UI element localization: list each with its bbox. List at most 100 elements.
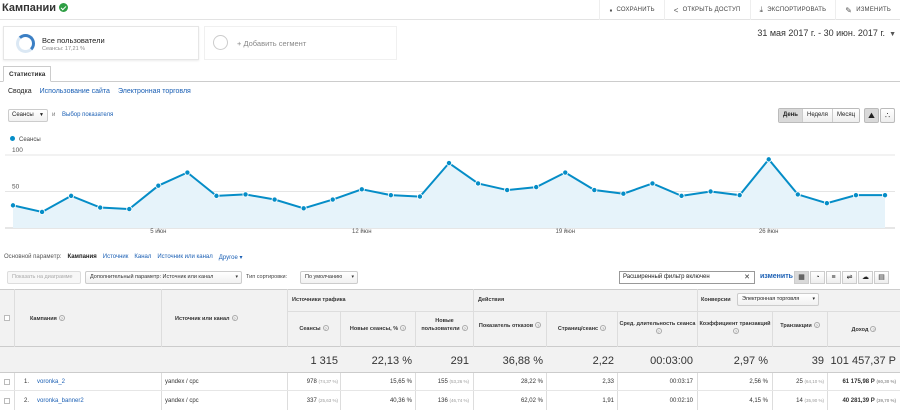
sessions-chart[interactable]: 50 100 5 июн 12 июн 19 июн 26 июн (0, 128, 900, 240)
pick-metric-link[interactable]: Выбор показателя (62, 112, 114, 118)
add-segment-button[interactable]: + Добавить сегмент (204, 26, 397, 60)
and-label: и (52, 112, 56, 118)
total-new-users: 291 (450, 355, 469, 367)
data-table-icon[interactable]: ▦ (794, 271, 809, 284)
cell-avg-duration: 00:03:17 (669, 379, 693, 385)
export-button[interactable]: ⤓ ЭКСПОРТИРОВАТЬ (749, 0, 836, 20)
header-new-users[interactable]: Новые пользователи? (421, 318, 468, 332)
group-actions: Действия (478, 297, 505, 303)
metric-select[interactable]: Сеансы ▼ (8, 109, 48, 122)
data-point (39, 208, 46, 215)
chevron-down-icon: ▼ (889, 31, 896, 38)
data-point (9, 202, 16, 209)
segment-name: Все пользователи (42, 36, 105, 45)
data-point (416, 193, 423, 200)
clear-filter-icon[interactable]: ✕ (744, 274, 750, 281)
header-bounce-rate[interactable]: Показатель отказов? (478, 322, 542, 329)
subtab-summary[interactable]: Сводка (8, 88, 32, 95)
segment-all-users[interactable]: Все пользователи Сеансы: 17,21 % (3, 26, 199, 60)
source-medium-link[interactable]: yandex / cpc (165, 398, 199, 404)
segment-share: Сеансы: 17,21 % (42, 46, 86, 52)
subtab-site-usage[interactable]: Использование сайта (39, 88, 110, 95)
data-point (504, 187, 511, 194)
change-filter-link[interactable]: изменить (760, 273, 793, 280)
x-tick-label: 19 июн (556, 229, 576, 235)
row-checkbox[interactable] (4, 398, 10, 404)
campaign-link-text[interactable]: voronka_banner2 (37, 398, 84, 404)
y-tick-label: 100 (12, 147, 23, 154)
header-pages-per-session[interactable]: Страниц/сеанс? (557, 325, 607, 332)
sort-type-label: Тип сортировки: (246, 274, 288, 280)
data-point (649, 180, 656, 187)
save-icon: ▪ (609, 5, 613, 15)
select-all-checkbox[interactable] (4, 315, 10, 321)
dimension-campaign[interactable]: Кампания (67, 254, 97, 260)
cell-transactions: 14 (35,90 %) (796, 398, 824, 404)
data-point (794, 191, 801, 198)
cell-new-users: 136 (46,74 %) (437, 398, 469, 404)
data-point (852, 192, 859, 199)
row-checkbox[interactable] (4, 379, 10, 385)
dimension-source[interactable]: Источник (102, 254, 129, 260)
total-bounce-rate: 36,88 % (502, 355, 543, 367)
help-icon: ? (600, 325, 607, 331)
dimension-other[interactable]: Другое ▾ (218, 255, 243, 261)
header-new-sessions[interactable]: Новые сеансы, %? (349, 325, 407, 332)
data-point (271, 196, 278, 203)
x-tick-label: 12 июн (352, 229, 372, 235)
sort-type-select[interactable]: По умолчанию (300, 271, 358, 284)
tab-statistics[interactable]: Статистика (3, 66, 52, 82)
data-point (620, 190, 627, 197)
dimension-source-medium[interactable]: Источник или канал (157, 254, 213, 260)
header-revenue[interactable]: Доход? (851, 326, 877, 333)
campaign-link[interactable]: voronka_2 (37, 379, 65, 385)
motion-chart-icon[interactable]: ∴ (880, 108, 895, 123)
header-campaign[interactable]: Кампания? (30, 315, 65, 322)
edit-button[interactable]: ✎ ИЗМЕНИТЬ (835, 0, 900, 20)
campaign-link-text[interactable]: voronka_2 (37, 379, 66, 385)
date-range-picker[interactable]: 31 мая 2017 г. - 30 июн. 2017 г. ▼ (757, 28, 896, 38)
pivot-icon[interactable]: ▤ (874, 271, 889, 284)
share-button[interactable]: < ОТКРЫТЬ ДОСТУП (663, 0, 750, 20)
help-icon: ? (870, 326, 877, 332)
pie-chart-icon[interactable]: ◔ (810, 271, 825, 284)
dimension-channel[interactable]: Канал (134, 254, 152, 260)
advanced-filter-input[interactable]: Расширенный фильтр включен ✕ (619, 271, 755, 284)
header-avg-duration[interactable]: Сред. длительность сеанса? (619, 321, 696, 334)
header-sessions[interactable]: Сеансы? (299, 325, 329, 332)
cell-avg-duration: 00:02:10 (669, 398, 693, 404)
period-day-button[interactable]: День (779, 109, 803, 122)
comparison-icon[interactable]: ⇌ (842, 271, 857, 284)
conversions-select[interactable]: Электронная торговля (737, 293, 819, 306)
save-button[interactable]: ▪ СОХРАНИТЬ (599, 0, 663, 20)
x-tick-label: 5 июн (150, 229, 166, 235)
period-month-button[interactable]: Месяц (832, 109, 860, 122)
campaign-link[interactable]: voronka_banner2 (37, 398, 84, 404)
line-chart-icon[interactable]: ⛰ (864, 108, 879, 123)
series-area (13, 159, 885, 228)
header-conversion-rate[interactable]: Коэффициент транзакций? (699, 321, 771, 334)
source-medium-link[interactable]: yandex / cpc (165, 379, 199, 385)
x-tick-label: 26 июн (759, 229, 779, 235)
add-segment-label: + Добавить сегмент (237, 39, 307, 48)
data-point (823, 200, 830, 207)
period-week-button[interactable]: Неделя (803, 109, 833, 122)
help-icon: ? (400, 325, 407, 331)
data-point (591, 187, 598, 194)
term-cloud-icon[interactable]: ☁ (858, 271, 873, 284)
cell-new-users: 155 (53,26 %) (437, 379, 469, 385)
table-view-icons: ▦ ◔ ≡ ⇌ ☁ ▤ (794, 271, 890, 284)
plot-rows-button[interactable]: Показать на диаграмме (7, 271, 81, 284)
header-source-medium[interactable]: Источник или канал? (175, 315, 238, 322)
performance-icon[interactable]: ≡ (826, 271, 841, 284)
subtab-ecommerce[interactable]: Электронная торговля (117, 88, 191, 95)
report-actions: ▪ СОХРАНИТЬ < ОТКРЫТЬ ДОСТУП ⤓ ЭКСПОРТИРОВА… (599, 0, 900, 20)
data-point (213, 192, 220, 199)
secondary-dimension-select[interactable]: Дополнительный параметр: Источник или ка… (85, 271, 242, 284)
page-title: Кампании (2, 2, 69, 14)
data-point (562, 169, 569, 176)
header-transactions[interactable]: Транзакции? (780, 322, 820, 329)
cell-pages-per-session: 2,33 (602, 379, 614, 385)
date-range-text: 31 мая 2017 г. - 30 июн. 2017 г. (757, 28, 886, 38)
group-traffic-sources: Источники трафика (292, 297, 346, 303)
